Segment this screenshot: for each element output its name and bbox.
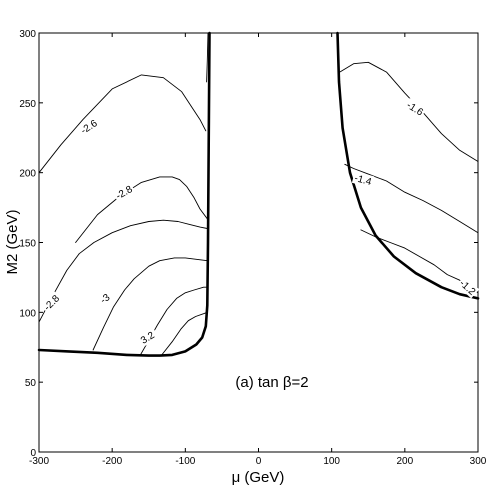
contour-line <box>38 74 207 174</box>
contour-line <box>360 229 479 294</box>
y-tick-label: 150 <box>19 239 36 250</box>
boundary-curve <box>37 31 211 357</box>
x-axis-label: μ (GeV) <box>232 469 285 486</box>
contour-label-background <box>351 171 375 188</box>
contour-line <box>344 163 479 234</box>
contour-label-background <box>456 276 480 299</box>
y-tick-label: 300 <box>19 29 36 40</box>
x-tick-label: 0 <box>256 456 262 467</box>
contour-lines <box>37 31 480 357</box>
y-tick-label: 0 <box>30 448 36 459</box>
contour-line <box>38 219 208 323</box>
contour-line <box>339 61 479 162</box>
x-tick-label: 300 <box>470 456 487 467</box>
x-tick-label: -200 <box>102 456 122 467</box>
contour-line <box>75 176 208 243</box>
contour-label-background <box>77 116 101 138</box>
contour-label-group: -2.6 <box>77 116 101 138</box>
contour-labels: -2.6-2.8-2.8 -33.2-1.6-1.4-1.2 <box>40 98 480 348</box>
contour-label-background <box>135 327 159 348</box>
contour-label-group: -1.6 <box>403 98 427 119</box>
contour-label-group: -3 <box>93 287 117 310</box>
contour-label-group: -1.4 <box>351 171 375 188</box>
contour-label-background <box>93 287 117 310</box>
contour-label-background <box>40 291 63 314</box>
y-tick-label: 250 <box>19 99 36 110</box>
y-tick-label: 50 <box>25 378 37 389</box>
x-tick-label: -100 <box>175 456 195 467</box>
axis-ticks: -300 -200 -100 0 100 200 300 0 50 100 150 200 250 300 <box>19 29 486 467</box>
contour-label: -1.4 <box>353 173 373 188</box>
y-axis-label: M2 (GeV) <box>4 209 21 274</box>
x-tick-label: -300 <box>29 456 49 467</box>
contour-label-group: 3.2 <box>135 327 159 348</box>
contour-line <box>160 311 208 357</box>
x-tick-label: 200 <box>396 456 413 467</box>
contour-label-background <box>112 182 136 203</box>
x-tick-label: 100 <box>323 456 340 467</box>
boundary-curve <box>336 31 480 300</box>
panel-annotation: (a) tan β=2 <box>235 374 308 391</box>
y-tick-label: 100 <box>19 308 36 319</box>
contour-label-background <box>403 98 427 119</box>
contour-line <box>92 257 208 351</box>
contour-label-group: -2.8 <box>40 291 63 314</box>
contour-line <box>206 32 209 83</box>
y-tick-label: 200 <box>19 169 36 180</box>
